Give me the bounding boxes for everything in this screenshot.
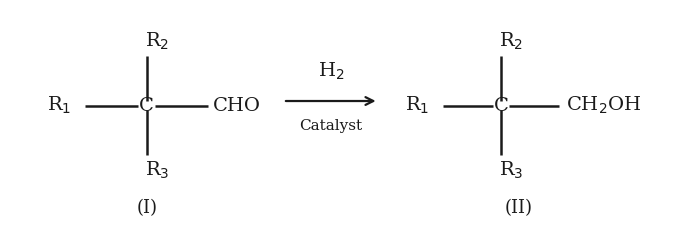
Text: (II): (II) (504, 199, 533, 217)
Text: R$_2$: R$_2$ (499, 30, 524, 52)
Text: H$_2$: H$_2$ (318, 61, 344, 82)
Text: R$_3$: R$_3$ (145, 160, 169, 181)
Text: CHO: CHO (213, 96, 261, 115)
Text: C: C (494, 96, 509, 115)
Text: R$_1$: R$_1$ (47, 95, 72, 116)
Text: R$_2$: R$_2$ (145, 30, 169, 52)
Text: (I): (I) (136, 199, 157, 217)
Text: C: C (139, 96, 154, 115)
Text: R$_3$: R$_3$ (499, 160, 524, 181)
Text: CH$_2$OH: CH$_2$OH (566, 95, 641, 116)
Text: Catalyst: Catalyst (299, 119, 362, 133)
Text: R$_1$: R$_1$ (405, 95, 430, 116)
